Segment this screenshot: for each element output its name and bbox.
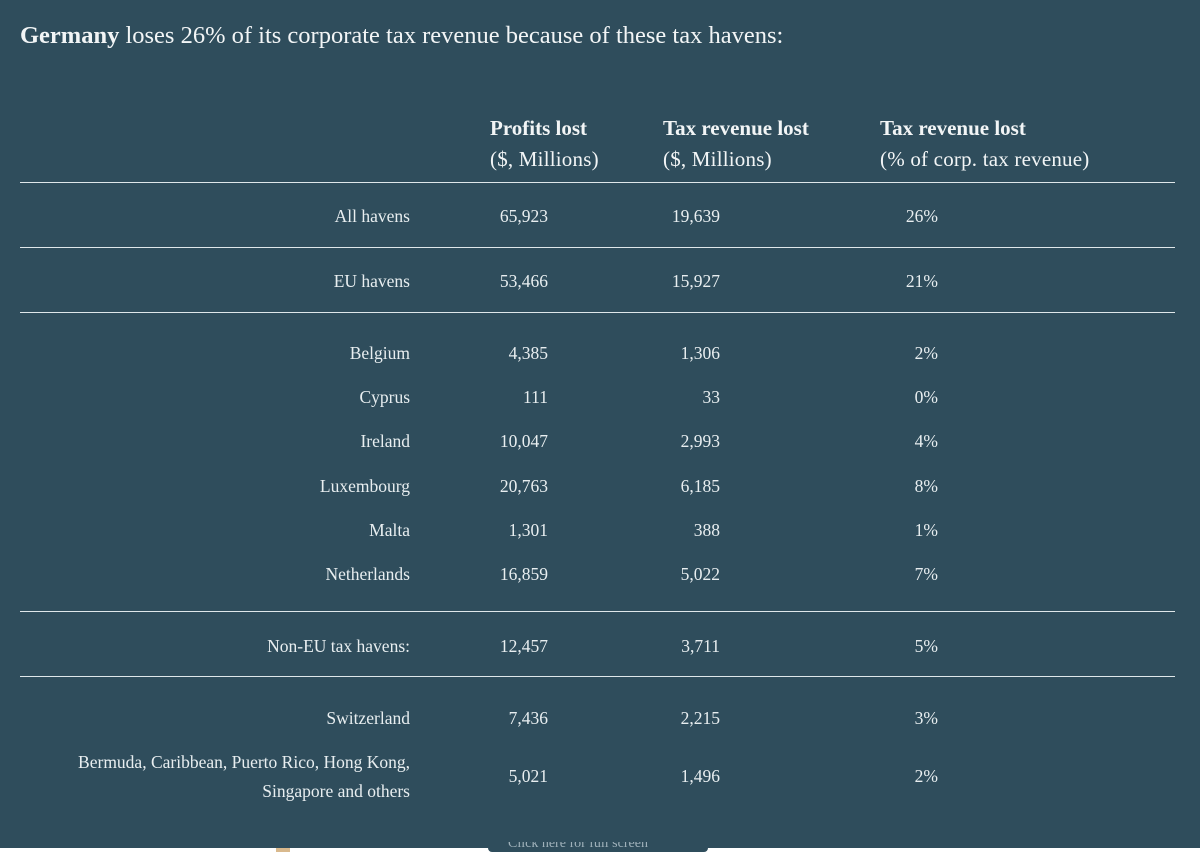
tax-revenue-lost-value: 1,496	[680, 766, 720, 786]
tax-revenue-lost-percent: 26%	[905, 206, 938, 226]
table-divider	[20, 247, 1175, 248]
tax-revenue-lost-percent: 3%	[914, 708, 938, 728]
full-screen-button-label[interactable]: Click here for full screen	[508, 836, 648, 851]
row-label: Cyprus	[359, 387, 410, 407]
profits-lost-value: 7,436	[508, 708, 548, 728]
row-label: Malta	[369, 520, 410, 540]
tax-revenue-lost-value: 6,185	[680, 476, 720, 496]
tax-revenue-lost-value: 2,215	[680, 708, 720, 728]
tax-revenue-lost-percent: 5%	[914, 636, 938, 656]
row-label: Switzerland	[326, 708, 410, 728]
profits-lost-value: 10,047	[499, 431, 548, 451]
table-divider	[20, 611, 1175, 612]
table-divider	[20, 182, 1175, 183]
tax-revenue-lost-value: 33	[702, 387, 721, 407]
tax-revenue-lost-percent: 8%	[914, 476, 938, 496]
row-label-line-2: Singapore and others	[262, 781, 410, 801]
tax-revenue-lost-percent: 1%	[914, 520, 938, 540]
column-title: Tax revenue lost	[880, 116, 1026, 140]
tax-revenue-lost-percent: 21%	[905, 271, 938, 291]
column-header-profits-lost: Profits lost ($, Millions)	[490, 114, 599, 176]
tax-revenue-lost-percent: 2%	[914, 343, 938, 363]
tax-revenue-lost-value: 388	[693, 520, 720, 540]
tax-revenue-lost-value: 15,927	[671, 271, 720, 291]
row-label: EU havens	[333, 271, 410, 291]
column-header-tax-revenue-lost-amount: Tax revenue lost ($, Millions)	[663, 114, 809, 176]
row-label: Netherlands	[325, 564, 410, 584]
tax-revenue-lost-percent: 2%	[914, 766, 938, 786]
tax-revenue-lost-value: 3,711	[681, 636, 720, 656]
profits-lost-value: 4,385	[508, 343, 548, 363]
tax-revenue-lost-value: 5,022	[680, 564, 720, 584]
column-title: Profits lost	[490, 116, 588, 140]
row-label: Ireland	[360, 431, 410, 451]
profits-lost-value: 65,923	[499, 206, 548, 226]
table-divider	[20, 676, 1175, 677]
tax-revenue-lost-percent: 7%	[914, 564, 938, 584]
column-subtitle: ($, Millions)	[663, 147, 772, 171]
tax-revenue-lost-value: 19,639	[671, 206, 720, 226]
headline: Germany loses 26% of its corporate tax r…	[20, 22, 783, 50]
decorative-graphic-fragment	[276, 848, 290, 852]
headline-text: loses 26% of its corporate tax revenue b…	[119, 22, 784, 49]
tax-revenue-lost-value: 1,306	[680, 343, 720, 363]
table-divider	[20, 312, 1175, 313]
row-label-line-1: Bermuda, Caribbean, Puerto Rico, Hong Ko…	[78, 752, 410, 772]
row-label: All havens	[334, 206, 410, 226]
profits-lost-value: 20,763	[499, 476, 548, 496]
tax-revenue-lost-percent: 4%	[914, 431, 938, 451]
tax-revenue-lost-value: 2,993	[680, 431, 720, 451]
profits-lost-value: 16,859	[499, 564, 548, 584]
column-subtitle: (% of corp. tax revenue)	[880, 147, 1090, 171]
row-label: Luxembourg	[319, 476, 410, 496]
profits-lost-value: 5,021	[508, 766, 548, 786]
full-screen-button[interactable]	[488, 842, 708, 852]
profits-lost-value: 53,466	[499, 271, 548, 291]
row-label: Non-EU tax havens:	[267, 636, 410, 656]
profits-lost-value: 1,301	[508, 520, 548, 540]
tax-revenue-lost-percent: 0%	[914, 387, 938, 407]
headline-country: Germany	[20, 22, 120, 49]
column-title: Tax revenue lost	[663, 116, 809, 140]
column-header-tax-revenue-lost-percent: Tax revenue lost (% of corp. tax revenue…	[880, 114, 1089, 176]
column-subtitle: ($, Millions)	[490, 147, 599, 171]
profits-lost-value: 111	[523, 387, 548, 407]
row-label: Belgium	[349, 343, 410, 363]
profits-lost-value: 12,457	[499, 636, 548, 656]
